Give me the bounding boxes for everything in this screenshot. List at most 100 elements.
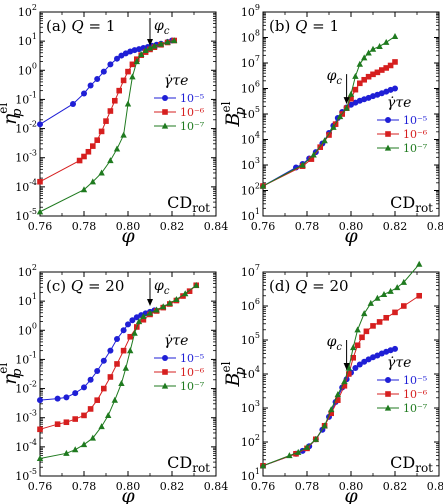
system-label: CDrot [390, 453, 433, 475]
legend-label: 10⁻⁷ [403, 142, 428, 155]
legend-label: 10⁻⁶ [180, 106, 205, 119]
data-point [90, 143, 96, 149]
data-point [76, 157, 83, 164]
data-point [345, 364, 352, 371]
data-point [173, 295, 180, 302]
legend-label: 10⁻⁵ [180, 92, 204, 105]
legend-marker [161, 122, 169, 129]
data-point [146, 309, 154, 316]
data-point [129, 317, 136, 324]
legend-marker [385, 117, 391, 123]
y-axis-title: Belp [219, 101, 248, 127]
legend-marker [162, 109, 168, 115]
data-point [114, 55, 120, 62]
data-point [107, 61, 114, 68]
data-point [365, 73, 372, 80]
legend-title: γ̇τe [164, 73, 188, 89]
data-point [105, 412, 112, 419]
y-tick-label: 103 [241, 399, 260, 415]
system-label: CDrot [390, 193, 433, 215]
data-point [356, 361, 363, 368]
data-point [182, 290, 189, 297]
x-axis-title: φ [121, 485, 135, 504]
data-point [259, 182, 267, 189]
system-label: CDrot [167, 193, 210, 215]
data-point [416, 260, 423, 267]
data-point [111, 396, 118, 403]
x-tick-label: 0.78 [295, 480, 320, 493]
data-point [383, 314, 389, 321]
data-point [341, 378, 348, 385]
legend-marker [384, 404, 392, 411]
data-point [321, 137, 328, 144]
x-tick-label: 0.80 [116, 220, 141, 233]
data-point [346, 371, 352, 377]
data-point [107, 347, 114, 354]
y-tick-label: 105 [241, 105, 260, 121]
data-point [37, 178, 43, 185]
data-point [343, 104, 350, 111]
data-point [107, 374, 114, 380]
data-point [374, 294, 381, 301]
data-point [354, 326, 361, 333]
data-point [127, 347, 134, 354]
data-point [125, 321, 131, 328]
y-tick-label: 101 [241, 207, 260, 223]
legend-label: 10⁻⁷ [403, 402, 428, 415]
y-tick-label: 101 [241, 467, 260, 483]
y-tick-label: 101 [18, 32, 37, 48]
y-tick-label: 103 [241, 156, 260, 172]
data-point [193, 281, 200, 288]
x-tick-label: 0.78 [72, 220, 97, 233]
data-point [164, 38, 171, 45]
data-point [129, 73, 136, 80]
x-tick-label: 0.84 [427, 220, 443, 233]
data-point [299, 161, 306, 168]
data-point [401, 303, 407, 309]
x-tick-label: 0.82 [160, 480, 185, 493]
y-tick-label: 104 [241, 365, 260, 381]
legend-label: 10⁻⁷ [180, 120, 205, 133]
data-point [303, 443, 311, 450]
data-point [103, 118, 109, 124]
data-point [391, 33, 399, 40]
data-point [383, 65, 389, 71]
panel-d: 101 102 103 104 105 106 107 0.76 0.78 0.80 0.82 0.8… [219, 260, 443, 504]
data-point [392, 309, 398, 316]
data-point [400, 278, 407, 285]
data-point [122, 364, 129, 371]
data-point [70, 100, 76, 107]
data-point [365, 49, 372, 56]
y-tick-label: 10-3 [15, 409, 37, 425]
data-point [367, 299, 374, 306]
x-tick-label: 0.80 [116, 480, 141, 493]
phi-c-label: φc [154, 18, 170, 37]
panel-b: 101 102 103 104 105 106 107 108 109 0.76 0.78 0.80 0… [219, 3, 443, 247]
data-point [328, 410, 334, 417]
series-line [39, 40, 175, 183]
y-tick-label: 107 [241, 263, 260, 279]
data-point [80, 186, 88, 193]
data-point [374, 69, 381, 76]
y-tick-label: 10-5 [15, 207, 37, 223]
data-point [376, 42, 383, 49]
legend-label: 10⁻⁶ [403, 128, 428, 141]
data-point [63, 394, 70, 401]
data-point [308, 156, 315, 162]
panel-label: (c) Q = 20 [46, 277, 124, 295]
data-point [120, 77, 127, 84]
data-point [286, 452, 293, 459]
data-point [94, 368, 101, 375]
data-point [54, 421, 61, 427]
data-point [37, 397, 43, 404]
data-point [376, 319, 383, 325]
y-tick-label: 102 [18, 263, 37, 279]
data-point [114, 336, 120, 343]
x-tick-label: 0.76 [28, 480, 53, 493]
series-line [39, 284, 197, 430]
data-point [166, 299, 173, 306]
data-point [118, 380, 125, 387]
x-tick-label: 0.82 [160, 220, 185, 233]
data-point [87, 376, 94, 383]
data-point [379, 67, 385, 73]
